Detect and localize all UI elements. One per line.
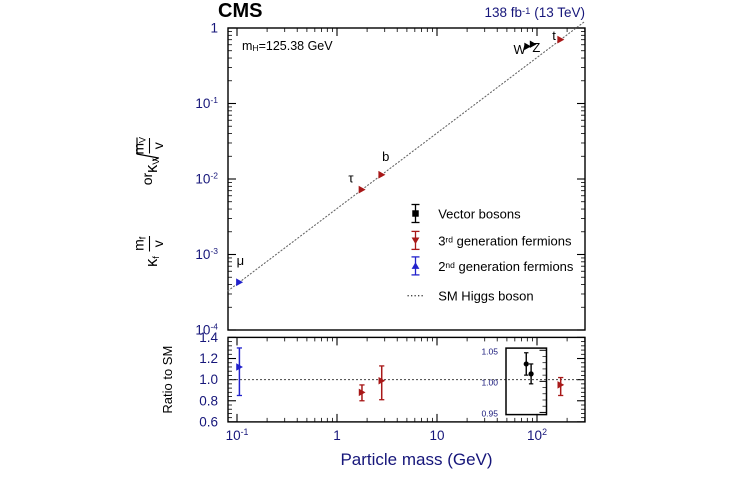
svg-text:2nd generation fermions: 2nd generation fermions — [438, 259, 574, 274]
svg-text:μ: μ — [237, 253, 245, 268]
svg-text:Z: Z — [532, 40, 540, 55]
svg-text:Particle mass (GeV): Particle mass (GeV) — [340, 450, 492, 469]
svg-text:138 fb-1 (13 TeV): 138 fb-1 (13 TeV) — [484, 5, 585, 20]
svg-text:1: 1 — [333, 428, 341, 443]
svg-text:10-3: 10-3 — [195, 246, 218, 262]
svg-text:κf: κf — [143, 256, 162, 267]
svg-text:τ: τ — [348, 171, 354, 186]
svg-text:κV: κV — [143, 158, 162, 173]
svg-text:Vector bosons: Vector bosons — [438, 207, 521, 222]
svg-text:1: 1 — [210, 21, 218, 36]
svg-text:Ratio to SM: Ratio to SM — [160, 346, 175, 414]
svg-text:1.2: 1.2 — [199, 351, 218, 366]
svg-text:10-1: 10-1 — [226, 427, 249, 443]
svg-text:1.4: 1.4 — [199, 330, 218, 345]
svg-text:v: v — [150, 142, 166, 149]
svg-text:b: b — [382, 149, 389, 164]
svg-text:1.05: 1.05 — [481, 346, 498, 356]
svg-text:CMS: CMS — [218, 0, 262, 22]
svg-text:1.0: 1.0 — [199, 372, 218, 387]
svg-text:or: or — [139, 172, 155, 185]
svg-text:t: t — [552, 28, 556, 43]
svg-text:0.8: 0.8 — [199, 393, 218, 408]
svg-text:3rd generation fermions: 3rd generation fermions — [438, 233, 572, 248]
svg-text:W: W — [514, 42, 527, 57]
svg-text:v: v — [150, 240, 166, 247]
svg-text:mf: mf — [131, 236, 148, 251]
svg-text:10: 10 — [429, 428, 444, 443]
svg-text:10-1: 10-1 — [195, 95, 218, 111]
svg-text:SM Higgs boson: SM Higgs boson — [438, 289, 533, 304]
svg-text:102: 102 — [527, 427, 547, 443]
svg-text:mH=125.38 GeV: mH=125.38 GeV — [242, 39, 333, 53]
svg-text:mV: mV — [131, 136, 148, 155]
svg-text:10-2: 10-2 — [195, 171, 218, 187]
svg-text:0.95: 0.95 — [481, 408, 498, 418]
svg-text:0.6: 0.6 — [199, 414, 218, 429]
svg-text:1.00: 1.00 — [481, 377, 498, 387]
